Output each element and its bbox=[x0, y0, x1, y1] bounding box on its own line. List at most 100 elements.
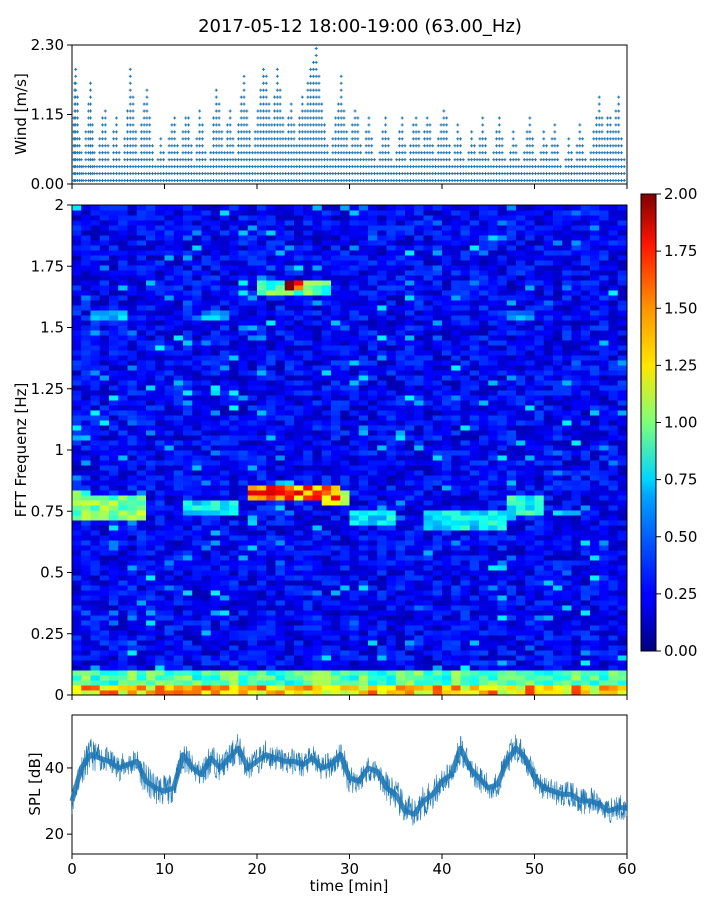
spectrogram-cell bbox=[155, 380, 165, 386]
spectrogram-cell bbox=[312, 495, 323, 501]
spectrogram-cell bbox=[109, 620, 119, 626]
wind-point bbox=[348, 179, 351, 183]
spectrogram-cell bbox=[368, 325, 378, 331]
spectrogram-cell bbox=[238, 500, 249, 506]
spectrogram-cell bbox=[99, 455, 110, 461]
spectrogram-cell bbox=[72, 460, 82, 466]
spectrogram-cell bbox=[257, 310, 267, 316]
wind-point bbox=[134, 137, 138, 141]
spectrogram-cell bbox=[136, 255, 147, 261]
spectrogram-cell bbox=[173, 360, 184, 366]
spectrogram-cell bbox=[294, 530, 304, 536]
spectrogram-cell bbox=[358, 505, 369, 511]
wind-point bbox=[117, 151, 121, 155]
wind-point bbox=[356, 116, 360, 120]
spectrogram-cell bbox=[109, 450, 119, 456]
spectrogram-cell bbox=[238, 445, 249, 451]
spectrogram-cell bbox=[183, 210, 193, 216]
spectrogram-cell bbox=[257, 405, 267, 411]
wind-point bbox=[239, 144, 243, 148]
spectrogram-cell bbox=[146, 355, 156, 361]
spectrogram-cell bbox=[220, 475, 230, 481]
wind-point bbox=[317, 116, 321, 120]
spectrogram-cell bbox=[312, 325, 323, 331]
spectrogram-cell bbox=[257, 510, 267, 516]
wind-point bbox=[101, 137, 105, 141]
spectrogram-cell bbox=[284, 635, 295, 641]
wind-point bbox=[128, 95, 132, 99]
wind-point bbox=[306, 109, 310, 113]
spectrogram-cell bbox=[109, 485, 119, 491]
spectrogram-cell bbox=[358, 290, 369, 296]
spectrogram-cell bbox=[201, 505, 212, 511]
spectrogram-cell bbox=[377, 385, 387, 391]
wind-point bbox=[331, 137, 335, 141]
spectrogram-cell bbox=[331, 440, 341, 446]
spectrogram-cell bbox=[247, 545, 258, 551]
spectrogram-cell bbox=[210, 250, 221, 256]
wind-y-tick-label: 1.15 bbox=[31, 106, 64, 124]
spectrogram-cell bbox=[377, 205, 387, 211]
spectrogram-cell bbox=[136, 575, 147, 581]
spectrogram-cell bbox=[220, 610, 230, 616]
spectrogram-cell bbox=[294, 245, 304, 251]
spectrogram-cell bbox=[192, 585, 202, 591]
wind-point bbox=[90, 123, 94, 127]
spectrogram-cell bbox=[220, 605, 230, 611]
spectrogram-cell bbox=[358, 435, 369, 441]
spectrogram-cell bbox=[109, 570, 119, 576]
wind-point bbox=[320, 144, 324, 148]
wind-point bbox=[225, 123, 229, 127]
spectrogram-cell bbox=[81, 420, 91, 426]
spectrogram-cell bbox=[109, 205, 119, 211]
wind-point bbox=[259, 179, 263, 183]
wind-point bbox=[142, 179, 146, 183]
spectrogram-cell bbox=[192, 600, 202, 606]
spectrogram-cell bbox=[377, 220, 387, 226]
wind-point bbox=[112, 179, 116, 183]
spectrogram-cell bbox=[164, 290, 175, 296]
wind-point bbox=[90, 130, 94, 134]
spectrogram-cell bbox=[312, 405, 323, 411]
wind-point bbox=[367, 144, 371, 148]
spectrogram-cell bbox=[257, 440, 267, 446]
spectrogram-cell bbox=[127, 240, 138, 246]
spectrogram-cell bbox=[321, 220, 332, 226]
spectrogram-cell bbox=[201, 440, 212, 446]
spectrogram-cell bbox=[368, 585, 378, 591]
spectrogram-cell bbox=[340, 245, 350, 251]
spectrogram-cell bbox=[275, 400, 286, 406]
spectrogram-cell bbox=[331, 650, 341, 656]
spectrogram-cell bbox=[349, 395, 360, 401]
spectrogram-cell bbox=[127, 600, 138, 606]
wind-point bbox=[84, 137, 88, 141]
spectrogram-cell bbox=[257, 365, 267, 371]
spectrogram-cell bbox=[368, 400, 378, 406]
spectrogram-cell bbox=[109, 380, 119, 386]
spectrogram-cell bbox=[210, 330, 221, 336]
wind-point bbox=[156, 172, 160, 176]
spectrogram-cell bbox=[183, 495, 193, 501]
wind-point bbox=[248, 172, 252, 176]
spectrogram-cell bbox=[146, 275, 156, 281]
spectrogram-cell bbox=[146, 315, 156, 321]
spectrogram-cell bbox=[377, 635, 387, 641]
spectrogram-cell bbox=[377, 415, 387, 421]
spectrogram-cell bbox=[201, 335, 212, 341]
spectrogram-cell bbox=[201, 380, 212, 386]
wind-point bbox=[173, 151, 177, 155]
wind-point bbox=[306, 151, 310, 155]
spectrogram-cell bbox=[247, 410, 258, 416]
spectrogram-cell bbox=[90, 665, 101, 671]
spectrogram-cell bbox=[155, 435, 165, 441]
wind-point bbox=[178, 179, 182, 183]
spectrogram-cell bbox=[192, 405, 202, 411]
spectrogram-cell bbox=[201, 600, 212, 606]
spectrogram-cell bbox=[72, 485, 82, 491]
wind-point bbox=[170, 130, 174, 134]
spectrogram-cell bbox=[118, 225, 128, 231]
wind-point bbox=[309, 158, 313, 162]
spectrogram-cell bbox=[321, 510, 332, 516]
spectrogram-cell bbox=[257, 425, 267, 431]
spectrogram-cell bbox=[257, 635, 267, 641]
